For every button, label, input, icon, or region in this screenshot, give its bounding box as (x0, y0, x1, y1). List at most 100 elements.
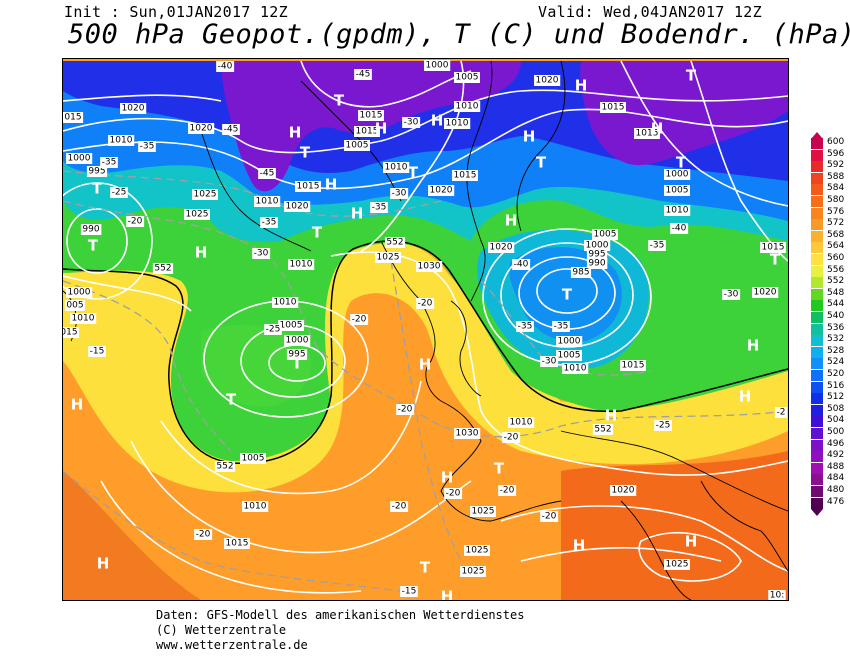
legend-value: 480 (827, 485, 845, 495)
init-time: Init : Sun,01JAN2017 12Z (64, 3, 288, 21)
pressure-label-bg (375, 252, 401, 263)
temperature-label-bg (260, 217, 278, 228)
low-pressure-marker: T (312, 224, 323, 242)
temperature-label: -35 (554, 322, 569, 332)
pressure-label: 015 (63, 328, 78, 338)
temperature-label: -35 (518, 322, 533, 332)
pressure-label-bg (570, 267, 592, 278)
temperature-label: -20 (542, 512, 557, 522)
pressure-label-bg (752, 287, 779, 298)
pressure-label: 1015 (636, 129, 659, 139)
temperature-label: -30 (724, 290, 739, 300)
pressure-label-bg (108, 135, 135, 146)
legend-value: 504 (827, 415, 845, 426)
low-pressure-marker: T (408, 164, 419, 182)
temperature-label: -40 (672, 224, 687, 234)
weather-map: 1000 1005 1020 1020 015 1020 1015 1010 1015 1010 1… (62, 58, 789, 601)
pressure-label-bg (600, 102, 626, 113)
legend-swatch (811, 335, 823, 347)
pressure-label-bg (586, 258, 608, 269)
temperature-label-bg (194, 529, 213, 540)
pressure-label-bg (416, 261, 443, 272)
pressure-label: 1005 (346, 141, 369, 151)
pressure-label: 1005 (242, 454, 265, 464)
low-pressure-marker: T (562, 286, 573, 304)
pressure-label: 1010 (72, 314, 95, 324)
temperature-label: -20 (128, 217, 143, 227)
pressure-label: 1015 (454, 171, 477, 181)
legend-value: 476 (827, 496, 845, 507)
high-pressure-marker: H (419, 356, 432, 374)
pressure-label-bg (354, 126, 380, 137)
temperature-label-bg (390, 188, 409, 199)
pressure-label: 1005 (558, 351, 581, 361)
pressure-label: 1020 (490, 243, 513, 253)
legend-swatch (811, 462, 823, 474)
temperature-label: -25 (266, 325, 281, 335)
legend-value: 588 (827, 171, 845, 182)
pressure-label: 1000 (586, 241, 609, 251)
valid-time: Valid: Wed,04JAN2017 12Z (538, 3, 762, 21)
temperature-label-bg (390, 501, 409, 512)
data-source: Daten: GFS-Modell des amerikanischen Wet… (156, 608, 525, 622)
temperature-label-bg (498, 485, 517, 496)
website: www.wetterzentrale.de (156, 638, 308, 652)
pressure-label: 1015 (622, 361, 645, 371)
legend-value: 568 (827, 229, 845, 240)
pressure-label: 1010 (290, 260, 313, 270)
pressure-label: 1000 (558, 337, 581, 347)
temperature-label-bg (400, 586, 418, 597)
temperature-label-bg (222, 124, 240, 135)
legend-value: 520 (827, 369, 845, 379)
temperature-label: -30 (392, 189, 407, 199)
temperature-label-bg (110, 187, 128, 198)
low-pressure-marker: T (88, 237, 99, 255)
pressure-label-bg (634, 128, 660, 139)
temperature-label-bg (502, 432, 521, 443)
pressure-label: 1025 (462, 567, 485, 577)
legend-swatch (811, 416, 823, 428)
legend-swatch (811, 439, 823, 451)
legend-swatch (811, 393, 823, 405)
legend-swatch (811, 381, 823, 393)
pressure-label-bg (664, 205, 691, 216)
temperature-label-bg (416, 298, 435, 309)
temperature-label-bg (552, 321, 570, 332)
legend-swatch (811, 288, 823, 300)
height-label: 552 (386, 238, 403, 248)
map-title: 500 hPa Geopot.(gpdm), T (C) und Bodendr… (68, 19, 850, 50)
legend-value: 564 (827, 241, 845, 252)
copyright: (C) Wetterzentrale (156, 623, 287, 637)
temperature-label-bg (670, 223, 689, 234)
pressure-label-bg (188, 123, 215, 134)
legend-value: 516 (827, 380, 845, 391)
pressure-label-bg (284, 201, 311, 212)
pressure-label-bg (508, 417, 535, 428)
pressure-label-bg (383, 162, 410, 173)
high-pressure-marker: H (739, 388, 752, 406)
temperature-labels: -40-45-45-35-35-30-45-25 -30-35-20-40-35-… (88, 61, 787, 597)
pressure-label: 1010 (456, 102, 479, 112)
pressure-label: 1025 (186, 210, 209, 220)
pressure-label: 015 (64, 113, 81, 123)
legend-swatch (811, 497, 823, 509)
high-pressure-marker: H (375, 120, 388, 138)
temperature-label: -25 (656, 421, 671, 431)
legend-swatch (811, 323, 823, 335)
legend-value: 552 (827, 276, 845, 287)
pressure-label-bg (664, 185, 690, 196)
temperature-label-bg (264, 324, 282, 335)
pressure-label-bg (444, 118, 471, 129)
pressure-label: 1025 (377, 253, 400, 263)
high-pressure-marker: H (351, 205, 364, 223)
pressure-label: 10: (770, 591, 784, 601)
legend-value: 488 (827, 461, 845, 472)
legend-value: 556 (827, 264, 845, 275)
pressure-label: 995 (88, 167, 105, 177)
pressure-label-bg (86, 166, 108, 177)
high-pressure-marker: H (71, 396, 84, 414)
legend-value: 596 (827, 148, 845, 159)
temperature-label: -35 (372, 203, 387, 213)
pressure-label: 1010 (510, 418, 533, 428)
